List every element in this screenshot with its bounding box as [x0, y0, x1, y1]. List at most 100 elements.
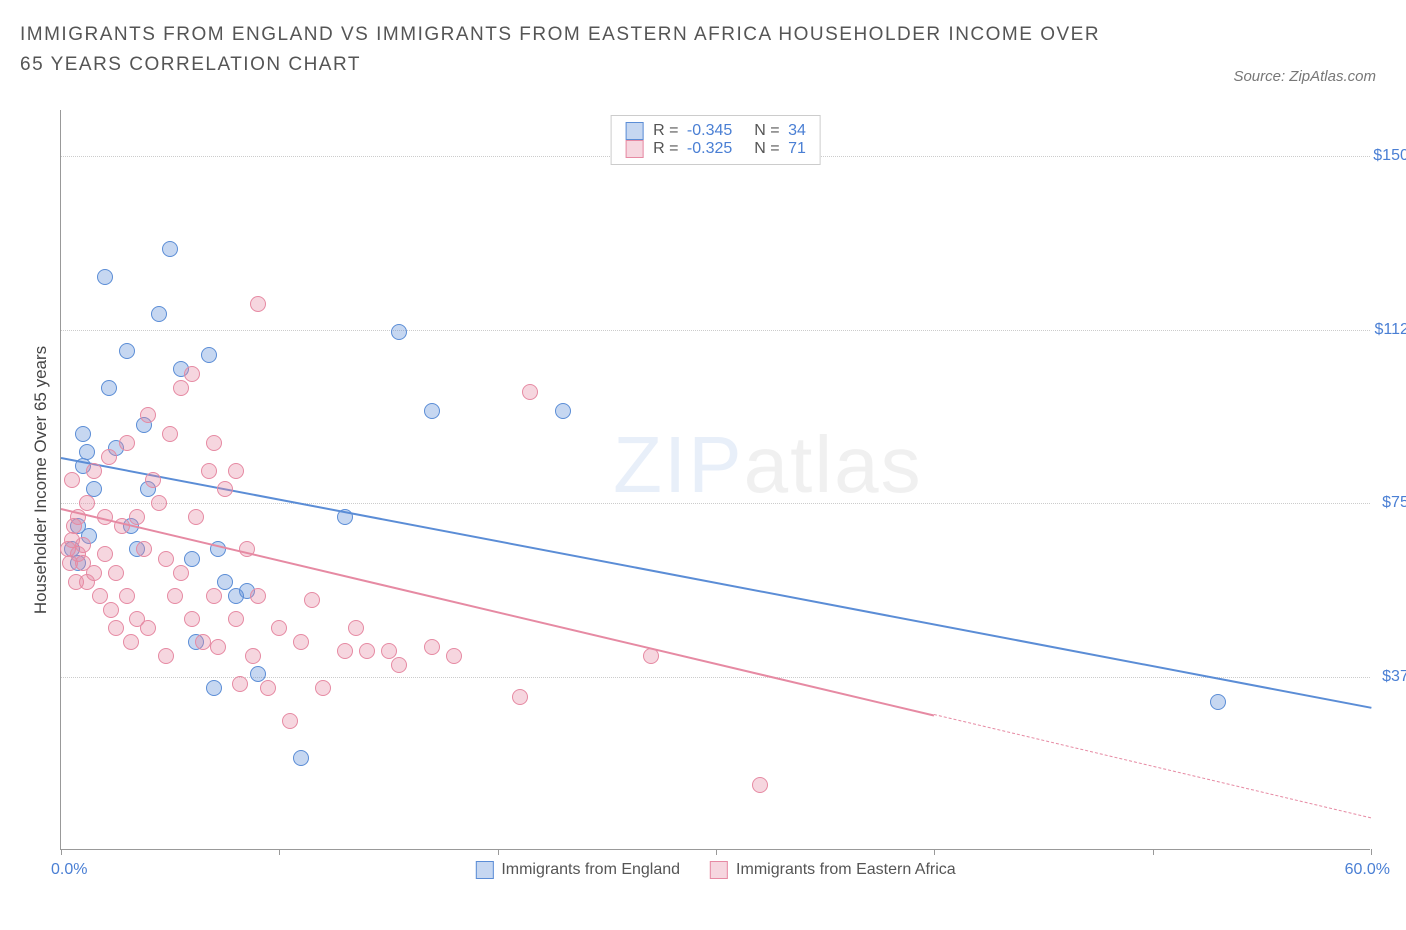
data-point — [119, 435, 135, 451]
y-tick-label: $37,500 — [1340, 668, 1406, 686]
data-point — [86, 565, 102, 581]
legend-r-label: R = -0.345 — [653, 122, 732, 140]
y-tick-label: $112,500 — [1340, 321, 1406, 339]
data-point — [304, 592, 320, 608]
correlation-chart: IMMIGRANTS FROM ENGLAND VS IMMIGRANTS FR… — [20, 20, 1386, 910]
legend-n-label: N = 71 — [754, 140, 806, 158]
data-point — [86, 463, 102, 479]
data-point — [245, 648, 261, 664]
data-point — [64, 472, 80, 488]
data-point — [359, 643, 375, 659]
data-point — [140, 620, 156, 636]
watermark-bold: ZIP — [613, 420, 743, 509]
data-point — [92, 588, 108, 604]
data-point — [752, 777, 768, 793]
legend-label: Immigrants from Eastern Africa — [736, 861, 956, 879]
y-tick-label: $75,000 — [1340, 494, 1406, 512]
data-point — [217, 481, 233, 497]
data-point — [140, 407, 156, 423]
legend-stat-row: R = -0.345 N = 34 — [625, 122, 806, 140]
data-point — [75, 537, 91, 553]
data-point — [79, 495, 95, 511]
data-point — [201, 347, 217, 363]
data-point — [101, 380, 117, 396]
data-point — [381, 643, 397, 659]
data-point — [184, 551, 200, 567]
legend-swatch — [625, 140, 643, 158]
series-legend: Immigrants from England Immigrants from E… — [475, 861, 955, 879]
data-point — [75, 426, 91, 442]
legend-swatch — [475, 861, 493, 879]
data-point — [167, 588, 183, 604]
data-point — [555, 403, 571, 419]
chart-title: IMMIGRANTS FROM ENGLAND VS IMMIGRANTS FR… — [20, 20, 1120, 81]
data-point — [101, 449, 117, 465]
x-axis-end-label: 60.0% — [1345, 861, 1390, 879]
data-point — [206, 588, 222, 604]
data-point — [119, 343, 135, 359]
x-tick — [61, 849, 62, 855]
data-point — [173, 380, 189, 396]
data-point — [119, 588, 135, 604]
data-point — [282, 713, 298, 729]
grid-line — [61, 503, 1370, 504]
data-point — [522, 384, 538, 400]
x-tick — [498, 849, 499, 855]
legend-item: Immigrants from England — [475, 861, 680, 879]
plot-area: Householder Income Over 65 years ZIPatla… — [60, 110, 1370, 850]
data-point — [145, 472, 161, 488]
trend-line — [934, 714, 1371, 818]
legend-r-label: R = -0.325 — [653, 140, 732, 158]
legend-n-label: N = 34 — [754, 122, 806, 140]
data-point — [184, 611, 200, 627]
y-tick-label: $150,000 — [1340, 147, 1406, 165]
data-point — [151, 306, 167, 322]
legend-stat-row: R = -0.325 N = 71 — [625, 140, 806, 158]
data-point — [206, 435, 222, 451]
data-point — [424, 639, 440, 655]
source-attribution: Source: ZipAtlas.com — [1233, 68, 1376, 85]
data-point — [108, 565, 124, 581]
legend-label: Immigrants from England — [501, 861, 680, 879]
x-tick — [1371, 849, 1372, 855]
x-tick — [716, 849, 717, 855]
data-point — [123, 634, 139, 650]
data-point — [129, 509, 145, 525]
watermark: ZIPatlas — [613, 419, 922, 511]
stats-legend: R = -0.345 N = 34 R = -0.325 N = 71 — [610, 115, 821, 165]
data-point — [108, 620, 124, 636]
data-point — [158, 551, 174, 567]
data-point — [424, 403, 440, 419]
data-point — [210, 639, 226, 655]
data-point — [188, 509, 204, 525]
data-point — [173, 565, 189, 581]
data-point — [79, 444, 95, 460]
legend-item: Immigrants from Eastern Africa — [710, 861, 956, 879]
x-tick — [279, 849, 280, 855]
data-point — [512, 689, 528, 705]
data-point — [97, 269, 113, 285]
data-point — [271, 620, 287, 636]
data-point — [293, 750, 309, 766]
data-point — [1210, 694, 1226, 710]
data-point — [315, 680, 331, 696]
data-point — [97, 546, 113, 562]
y-axis-title: Householder Income Over 65 years — [31, 345, 51, 613]
data-point — [337, 643, 353, 659]
data-point — [228, 463, 244, 479]
data-point — [151, 495, 167, 511]
data-point — [250, 666, 266, 682]
data-point — [103, 602, 119, 618]
data-point — [348, 620, 364, 636]
grid-line — [61, 330, 1370, 331]
legend-swatch — [625, 122, 643, 140]
data-point — [206, 680, 222, 696]
data-point — [136, 541, 152, 557]
data-point — [446, 648, 462, 664]
x-tick — [1153, 849, 1154, 855]
data-point — [228, 611, 244, 627]
data-point — [162, 426, 178, 442]
data-point — [293, 634, 309, 650]
data-point — [195, 634, 211, 650]
data-point — [250, 296, 266, 312]
